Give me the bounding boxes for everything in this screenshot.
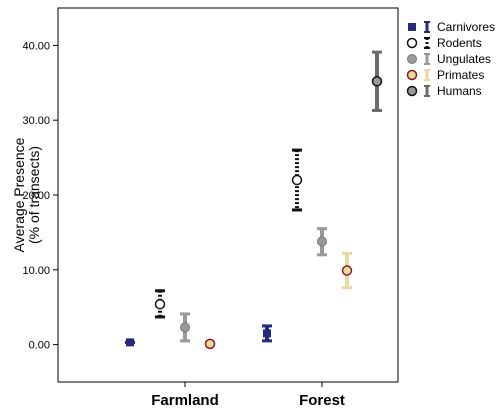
legend-label: Rodents <box>437 36 482 50</box>
data-point-rodents <box>291 174 303 186</box>
y-axis-title-line: Average Presence <box>11 137 27 252</box>
y-tick-label: 30.00 <box>22 115 50 127</box>
legend-marker-ungulates <box>407 54 417 64</box>
plot-frame <box>57 7 399 383</box>
y-axis: 0.00 10.00 20.00 30.00 40.00 <box>22 40 58 352</box>
data-point-primates <box>204 338 216 350</box>
legend-label: Carnivores <box>437 20 495 34</box>
legend-marker-humans <box>406 85 418 97</box>
data-point-rodents <box>154 298 166 310</box>
y-tick-label: 40.00 <box>22 40 50 52</box>
data-point-carnivores <box>126 338 134 347</box>
legend-label: Ungulates <box>437 52 491 66</box>
legend: Carnivores Rodents Ungulates Primates Humans <box>406 20 495 98</box>
data-point-primates <box>341 265 353 276</box>
y-axis-title: Average Presence(% of transects) <box>11 137 42 252</box>
legend-label: Humans <box>437 84 482 98</box>
legend-marker-carnivores <box>408 23 416 31</box>
x-axis: Farmland Forest <box>151 382 345 409</box>
y-tick-label: 10.00 <box>22 265 50 277</box>
legend-marker-primates <box>406 69 418 81</box>
y-tick-label: 20.00 <box>22 190 50 202</box>
y-tick-label: 0.00 <box>29 340 50 352</box>
data-point-ungulates <box>317 236 327 247</box>
x-category-label: Farmland <box>151 392 219 409</box>
legend-label: Primates <box>437 68 484 82</box>
x-category-label: Forest <box>299 392 345 409</box>
legend-marker-rodents <box>406 37 418 49</box>
y-axis-title-line: (% of transects) <box>26 146 42 244</box>
chart-marks <box>125 50 383 350</box>
data-point-humans <box>371 76 383 87</box>
data-point-ungulates <box>180 322 190 333</box>
data-point-carnivores <box>263 329 271 338</box>
